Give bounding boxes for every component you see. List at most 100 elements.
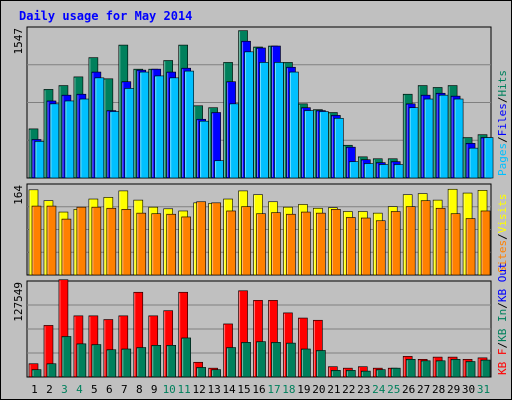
x-tick-label: 10: [163, 383, 176, 396]
bar-kb-in-day-20: [316, 350, 326, 378]
x-tick-label: 4: [76, 383, 83, 396]
bar-kb-in-day-7: [121, 348, 132, 378]
bar-sites-day-28: [435, 207, 446, 276]
bar-sites-day-4: [76, 206, 87, 276]
x-tick-label: 16: [252, 383, 265, 396]
x-tick-label: 30: [462, 383, 475, 396]
legend-pages: Pages: [496, 143, 509, 176]
x-tick-label: 27: [417, 383, 430, 396]
x-tick-label: 18: [282, 383, 295, 396]
bar-kb-in-day-19: [301, 348, 311, 378]
bar-kb-in-day-26: [405, 359, 416, 378]
bar-kb-in-day-17: [271, 342, 281, 378]
bar-sites-day-20: [316, 212, 326, 276]
bar-pages-day-31: [483, 137, 494, 179]
x-tick-label: 8: [136, 383, 143, 396]
bar-sites-day-6: [106, 207, 117, 276]
legend-kb-out: KB Out: [496, 262, 509, 302]
bar-sites-day-3: [61, 218, 72, 276]
x-tick-label: 28: [432, 383, 445, 396]
chart-title: Daily usage for May 2014: [19, 9, 192, 23]
bar-kb-in-day-27: [420, 360, 431, 378]
legend-visits: Visits: [496, 194, 509, 234]
bar-sites-day-17: [271, 212, 281, 276]
bar-sites-day-18: [286, 213, 296, 276]
bar-kb-in-day-15: [241, 342, 251, 378]
bar-sites-day-25: [390, 211, 401, 276]
x-tick-label: 19: [297, 383, 310, 396]
bar-kb-in-day-22: [346, 370, 356, 378]
bar-sites-day-30: [465, 218, 476, 276]
bar-sites-day-12: [196, 201, 206, 276]
bar-sites-day-23: [360, 217, 371, 276]
x-tick-label: 1: [31, 383, 38, 396]
x-tick-label: 22: [342, 383, 355, 396]
bar-sites-day-31: [480, 210, 491, 276]
legend-kb-f: KB F: [496, 349, 509, 376]
y-max-label: 164: [12, 185, 25, 205]
bar-kb-in-day-16: [256, 341, 266, 378]
bar-sites-day-26: [405, 206, 416, 276]
bar-kb-in-day-1: [31, 369, 42, 378]
bar-kb-in-day-3: [61, 336, 72, 378]
legend: Sites/Visits: [496, 194, 509, 274]
bar-sites-day-10: [166, 213, 177, 276]
bar-kb-in-day-12: [196, 367, 206, 378]
bar-kb-in-day-30: [465, 361, 476, 378]
bar-sites-day-5: [91, 206, 102, 276]
bar-kb-in-day-31: [480, 359, 491, 378]
bar-sites-day-11: [181, 216, 191, 276]
legend: KB F/KB In/KB Out: [496, 262, 509, 375]
x-tick-label: 13: [207, 383, 220, 396]
x-tick-label: 20: [312, 383, 325, 396]
x-tick-label: 3: [61, 383, 68, 396]
bar-kb-in-day-8: [136, 347, 147, 378]
x-tick-label: 21: [327, 383, 340, 396]
bar-kb-in-day-28: [435, 360, 446, 378]
legend-sites: Sites: [496, 240, 509, 273]
x-tick-label: 11: [178, 383, 191, 396]
x-tick-label: 7: [121, 383, 128, 396]
x-tick-label: 2: [46, 383, 53, 396]
bar-sites-day-9: [151, 213, 162, 276]
bar-sites-day-2: [46, 205, 57, 276]
y-max-label: 127549: [12, 282, 25, 322]
bar-kb-in-day-2: [46, 363, 57, 378]
x-tick-label: 29: [447, 383, 460, 396]
bar-sites-day-1: [31, 205, 42, 276]
x-tick-label: 5: [91, 383, 98, 396]
x-tick-label: 23: [357, 383, 370, 396]
x-tick-label: 9: [151, 383, 158, 396]
y-max-label: 1547: [12, 28, 25, 55]
bar-sites-day-13: [211, 202, 221, 276]
bar-sites-day-19: [301, 211, 311, 276]
bar-sites-day-16: [256, 213, 266, 276]
bar-kb-in-day-9: [151, 345, 162, 378]
bar-kb-in-day-14: [226, 347, 236, 378]
bar-kb-in-day-10: [166, 345, 177, 378]
bar-kb-in-day-29: [450, 359, 461, 378]
bar-kb-in-day-24: [375, 369, 386, 378]
bar-sites-day-24: [375, 220, 386, 276]
bar-sites-day-27: [420, 200, 431, 276]
bar-kb-in-day-25: [390, 367, 401, 378]
legend-files: Files: [496, 103, 509, 136]
bar-kb-in-day-18: [286, 342, 296, 378]
bar-sites-day-22: [346, 217, 356, 276]
bar-kb-in-day-13: [211, 369, 221, 378]
bar-sites-day-7: [121, 209, 132, 276]
x-tick-label: 6: [106, 383, 113, 396]
bar-kb-in-day-5: [91, 344, 102, 378]
bar-kb-in-day-23: [360, 370, 371, 378]
bar-kb-in-day-4: [76, 343, 87, 378]
bar-sites-day-14: [226, 210, 236, 276]
bar-kb-in-day-21: [331, 370, 341, 378]
x-tick-label: 26: [402, 383, 415, 396]
x-tick-label: 31: [477, 383, 490, 396]
bar-kb-in-day-6: [106, 349, 117, 378]
x-tick-label: 15: [237, 383, 250, 396]
bar-sites-day-15: [241, 206, 251, 276]
bar-sites-day-21: [331, 209, 341, 276]
